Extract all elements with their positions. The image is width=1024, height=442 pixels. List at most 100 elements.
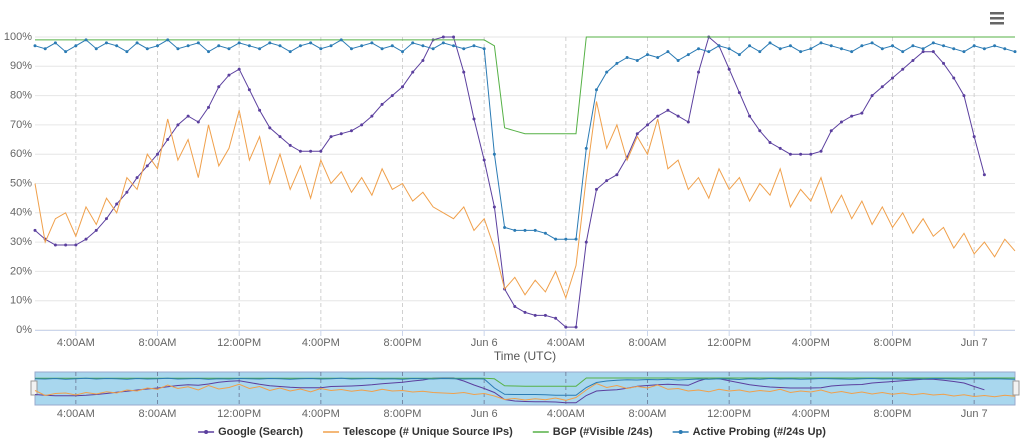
data-point bbox=[778, 146, 782, 150]
data-point bbox=[819, 149, 823, 153]
data-point bbox=[799, 152, 803, 156]
navigator-tick-label: 4:00AM bbox=[547, 408, 585, 420]
data-point bbox=[584, 240, 588, 244]
data-point bbox=[268, 41, 272, 45]
data-point bbox=[441, 41, 445, 45]
data-point bbox=[666, 50, 670, 54]
data-point bbox=[594, 88, 598, 92]
data-point bbox=[53, 41, 57, 45]
x-tick-label: 8:00AM bbox=[139, 337, 177, 349]
data-point bbox=[737, 91, 741, 95]
data-point bbox=[523, 228, 527, 232]
data-point bbox=[982, 173, 986, 177]
data-point bbox=[268, 126, 272, 130]
data-point bbox=[543, 231, 547, 235]
data-point bbox=[186, 114, 190, 118]
data-point bbox=[115, 202, 119, 206]
data-point bbox=[360, 44, 364, 48]
data-point bbox=[452, 44, 456, 48]
data-point bbox=[748, 114, 752, 118]
data-point bbox=[799, 50, 803, 54]
navigator-handle bbox=[30, 380, 38, 396]
data-point bbox=[64, 50, 68, 54]
data-point bbox=[84, 237, 88, 241]
data-point bbox=[635, 132, 639, 136]
data-point bbox=[74, 44, 78, 48]
data-point bbox=[788, 44, 792, 48]
data-point bbox=[686, 53, 690, 57]
data-point bbox=[860, 44, 864, 48]
data-point bbox=[942, 61, 946, 65]
data-point bbox=[972, 44, 976, 48]
menu-button[interactable] bbox=[986, 8, 1008, 28]
navigator-series-line bbox=[34, 377, 985, 404]
data-point bbox=[758, 50, 762, 54]
data-point bbox=[43, 47, 47, 51]
y-tick-label: 50% bbox=[10, 177, 32, 189]
data-point bbox=[492, 152, 496, 156]
data-point bbox=[676, 114, 680, 118]
x-tick-label: 4:00AM bbox=[57, 337, 95, 349]
data-point bbox=[921, 47, 925, 51]
y-tick-label: 0% bbox=[16, 324, 32, 336]
data-point bbox=[686, 120, 690, 124]
data-point bbox=[452, 35, 456, 39]
navigator-tick-label: 4:00PM bbox=[792, 408, 830, 420]
data-point bbox=[564, 237, 568, 241]
data-point bbox=[513, 305, 517, 309]
legend-item[interactable]: Telescope (# Unique Source IPs) bbox=[323, 426, 513, 438]
legend-label: Telescope (# Unique Source IPs) bbox=[343, 426, 513, 438]
data-point bbox=[666, 108, 670, 112]
navigator-tick-label: 8:00AM bbox=[139, 408, 177, 420]
data-point bbox=[533, 313, 537, 317]
data-point bbox=[972, 135, 976, 139]
data-point bbox=[135, 176, 139, 180]
x-tick-label: 12:00PM bbox=[707, 337, 751, 349]
data-point bbox=[380, 47, 384, 51]
data-point bbox=[339, 132, 343, 136]
data-point bbox=[196, 120, 200, 124]
data-point bbox=[462, 47, 466, 51]
data-point bbox=[952, 47, 956, 51]
series-line bbox=[35, 36, 1015, 135]
data-point bbox=[901, 67, 905, 71]
navigator-series-line bbox=[34, 377, 1016, 396]
data-point bbox=[768, 41, 772, 45]
legend-item[interactable]: BGP (#Visible /24s) bbox=[532, 426, 653, 438]
data-point bbox=[421, 44, 425, 48]
data-point bbox=[207, 50, 211, 54]
y-tick-label: 30% bbox=[10, 236, 32, 248]
data-point bbox=[748, 44, 752, 48]
data-point bbox=[829, 44, 833, 48]
data-point bbox=[309, 41, 313, 45]
data-point bbox=[329, 44, 333, 48]
data-point bbox=[768, 140, 772, 144]
navigator-handle bbox=[1012, 380, 1020, 396]
x-tick-label: 8:00AM bbox=[629, 337, 667, 349]
data-point bbox=[156, 152, 159, 156]
legend-item[interactable]: Active Probing (#/24s Up) bbox=[672, 426, 827, 438]
data-point bbox=[166, 138, 170, 142]
data-point bbox=[278, 44, 282, 48]
data-point bbox=[247, 88, 251, 92]
data-point bbox=[237, 67, 241, 71]
menu-bar bbox=[990, 22, 1004, 25]
navigator-tick-label: 8:00PM bbox=[384, 408, 422, 420]
data-point bbox=[891, 44, 894, 48]
data-point bbox=[574, 237, 578, 241]
legend-item[interactable]: Google (Search) bbox=[198, 426, 303, 438]
data-point bbox=[870, 41, 874, 45]
data-point bbox=[370, 41, 374, 45]
y-tick-label: 20% bbox=[10, 265, 32, 277]
data-point bbox=[370, 114, 374, 118]
data-point bbox=[482, 158, 486, 162]
y-tick-label: 40% bbox=[10, 207, 32, 219]
data-point bbox=[911, 44, 915, 48]
data-point bbox=[646, 123, 649, 127]
y-tick-label: 10% bbox=[10, 295, 32, 307]
navigator-tick-label: Jun 7 bbox=[961, 408, 988, 420]
data-point bbox=[94, 228, 98, 232]
data-point bbox=[298, 149, 302, 153]
data-point bbox=[962, 50, 966, 54]
data-point bbox=[64, 243, 68, 247]
